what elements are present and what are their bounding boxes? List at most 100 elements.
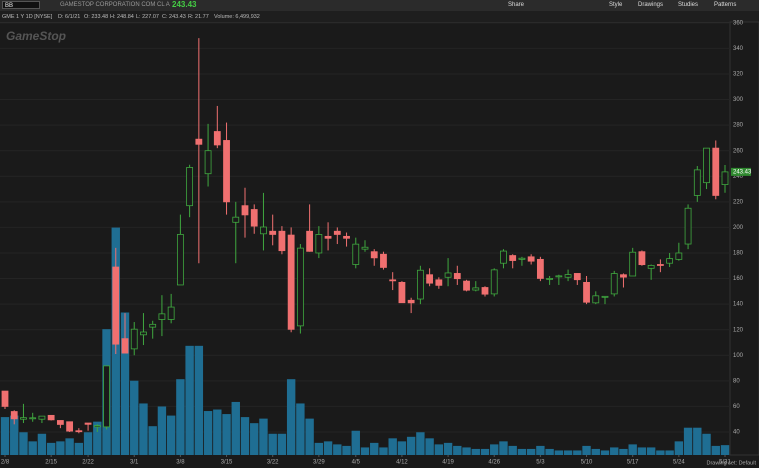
volume-bar [554,450,564,455]
volume-bar [499,441,508,455]
button[interactable]: Drawings [638,2,664,8]
candle-body [546,278,554,280]
volume-bar [379,447,388,455]
candle-body [130,328,138,350]
volume-bar [194,345,204,455]
y-tick-label: 60 [733,404,740,410]
volume-bar [240,417,250,455]
x-tick-label: 4/26 [488,460,500,466]
candle-body [84,422,92,425]
candle-body [647,264,655,269]
candle-body [721,171,729,186]
candle-body [426,274,434,284]
watermark: GameStop [6,29,66,43]
x-tick-label: 3/15 [221,460,233,466]
button[interactable]: Share [508,2,525,8]
footer: Drawing set: Default [706,460,756,466]
candle-body [103,365,110,428]
x-tick-label: 4/12 [396,460,408,466]
candle-body [629,251,637,277]
candle-body [140,331,147,336]
volume-bar [231,401,240,455]
x-tick-label: 3/1 [130,460,139,466]
candle-body [564,274,572,278]
volume-bar [711,445,720,455]
volume-bar [185,345,194,455]
volume-bar [83,432,93,455]
x-tick-label: 2/22 [82,460,94,466]
volume-bar [370,442,379,455]
last-price-label: 243.43 [733,169,752,175]
candle-body [490,269,498,295]
volume-bar [656,450,665,455]
volume-bar [563,450,573,455]
volume-bar [351,430,360,455]
candle-body [213,131,221,146]
candle-body [204,150,212,175]
volume-bar [425,438,434,455]
volume-bar [360,447,370,455]
volume-bar [139,403,148,455]
candle-body [472,287,480,291]
y-tick-label: 200 [733,225,744,231]
candle-body [47,414,55,421]
candle-body [1,390,9,407]
button[interactable]: Patterns [714,2,737,8]
axis-panel [729,21,759,456]
volume-bar [323,441,333,455]
volume-bar [250,423,259,455]
symbol-input[interactable]: BB [2,1,40,9]
candle-body [712,147,720,196]
volume-bar [683,427,693,455]
x-tick-label: 5/24 [673,460,685,466]
study-item: GME 1 Y 1D [NYSE] [2,14,53,20]
x-tick-label: 2/15 [45,460,57,466]
volume-bar [74,442,84,455]
volume-bar [674,441,684,455]
candle-body [287,234,295,330]
volume-bar [397,441,407,455]
candle-body [333,230,341,235]
volume-bar [508,445,517,455]
volume-bar [526,448,536,455]
volume-bar [453,445,462,455]
candle-body [241,205,249,216]
volume-bar [591,448,600,455]
y-tick-label: 340 [733,46,744,52]
y-tick-label: 220 [733,199,744,205]
y-tick-label: 160 [733,276,744,282]
volume-bar [314,442,324,455]
volume-bar [545,448,554,455]
candle-body [693,169,701,196]
candle-body [518,257,526,260]
y-tick-label: 320 [733,72,744,78]
candle-body [656,264,664,266]
candle-body [195,138,203,145]
button[interactable]: Studies [678,2,699,8]
study-item: H: 248.84 [110,14,134,20]
candle-body [260,226,267,235]
volume-bar [268,433,277,455]
candle-body [121,338,129,354]
candle-body [435,279,443,286]
candle-body [306,230,314,252]
volume-bar [333,444,342,455]
volume-bar [19,432,28,455]
toolbar: BB GAMESTOP CORPORATION COM CL A 243.43 … [0,0,759,11]
volume-bar [406,436,416,455]
volume-bar [443,442,453,455]
candle-body [29,417,37,420]
candle-body [380,253,387,268]
volume-bar [490,444,499,455]
study-item: C: 243.43 [162,14,186,20]
volume-bar [702,433,711,455]
candle-body [278,230,286,252]
volume-bar [600,450,610,455]
volume-bar [462,447,471,455]
candle-body [93,425,101,428]
candle-body [296,247,304,327]
x-tick-label: 4/19 [442,460,454,466]
volume-bar [582,445,591,455]
volume-bar [93,421,102,455]
button[interactable]: Style [609,2,623,8]
